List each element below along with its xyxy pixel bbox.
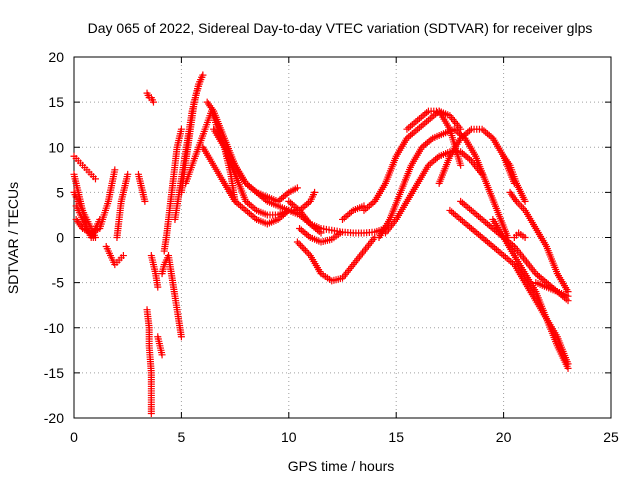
data-point: [518, 203, 526, 211]
series-arc-1: [70, 152, 99, 183]
data-point: [147, 409, 155, 417]
data-point: [149, 98, 157, 106]
data-point: [293, 238, 301, 246]
data-point: [564, 364, 572, 372]
y-tick-label: -15: [44, 365, 64, 381]
data-point: [516, 201, 524, 209]
y-tick-label: -10: [44, 320, 64, 336]
series-arc-23: [293, 234, 379, 285]
data-point: [111, 166, 119, 174]
data-point: [89, 234, 97, 241]
data-point: [124, 170, 132, 178]
x-axis-title: GPS time / hours: [288, 458, 395, 474]
series-arc-9: [143, 89, 157, 106]
tick-layer: 0 5 10 15 20 25 -20 -15 -10 -5 0 5 10 15 20: [44, 49, 619, 445]
series-arc-37: [532, 279, 572, 300]
data-point: [293, 184, 301, 192]
x-tick-label: 10: [281, 429, 297, 445]
y-tick-label: -5: [52, 275, 65, 291]
data-point: [564, 292, 572, 300]
series-arc-34: [500, 152, 529, 205]
chart-title: Day 065 of 2022, Sidereal Day-to-day VTE…: [88, 20, 593, 36]
data-point: [521, 197, 529, 205]
series-arc-22: [285, 197, 389, 237]
series-arc-8: [134, 170, 149, 205]
x-tick-label: 25: [603, 429, 619, 445]
series-arc-25: [339, 202, 368, 223]
series-arc-14: [160, 125, 185, 255]
series-arc-10: [143, 306, 155, 417]
y-tick-label: 15: [48, 94, 64, 110]
data-point: [301, 246, 309, 254]
data-point: [295, 240, 303, 248]
data-point: [300, 245, 308, 253]
series-arc-36: [510, 229, 529, 241]
data-point: [457, 125, 465, 133]
y-tick-label: 10: [48, 139, 64, 155]
data-point: [457, 161, 465, 169]
x-tick-label: 20: [496, 429, 512, 445]
grid-layer: [74, 57, 611, 418]
data-point: [154, 283, 162, 291]
series-arc-24: [296, 224, 344, 246]
series-arc-12: [154, 333, 166, 359]
series-arc-16: [177, 71, 207, 196]
data-point: [177, 125, 185, 133]
x-tick-label: 5: [178, 429, 186, 445]
y-tick-label: 5: [56, 184, 64, 200]
data-point: [311, 188, 319, 196]
x-tick-label: 15: [388, 429, 404, 445]
data-point: [521, 234, 529, 241]
series-arc-20: [220, 143, 325, 237]
data-point: [141, 197, 149, 205]
y-tick-label: -20: [44, 410, 64, 426]
data-point: [177, 333, 185, 341]
series-arc-5: [72, 202, 97, 241]
data-point: [158, 351, 166, 359]
series-arc-29: [403, 107, 465, 133]
series-arc-13: [158, 252, 185, 341]
y-tick-label: 20: [48, 49, 64, 65]
data-points-layer: [70, 71, 572, 417]
y-tick-label: 0: [56, 230, 64, 246]
data-point: [119, 252, 127, 260]
data-point: [285, 206, 293, 214]
series-arc-3: [70, 188, 99, 241]
x-tick-label: 0: [70, 429, 78, 445]
series-arc-11: [147, 252, 162, 291]
series-arc-28: [381, 148, 486, 237]
series-arc-35: [506, 188, 572, 296]
data-point: [478, 170, 486, 178]
data-point: [199, 71, 207, 79]
series-arc-6: [102, 243, 127, 269]
series-arc-33: [489, 215, 572, 372]
data-point: [298, 243, 306, 251]
data-point: [297, 241, 305, 249]
data-point: [305, 250, 313, 258]
series-arc-7: [113, 170, 132, 241]
data-point: [336, 229, 344, 237]
data-point: [91, 175, 99, 183]
data-point: [303, 248, 311, 256]
y-axis-title: SDTVAR / TECUs: [5, 182, 21, 294]
series-arc-21: [199, 143, 293, 228]
